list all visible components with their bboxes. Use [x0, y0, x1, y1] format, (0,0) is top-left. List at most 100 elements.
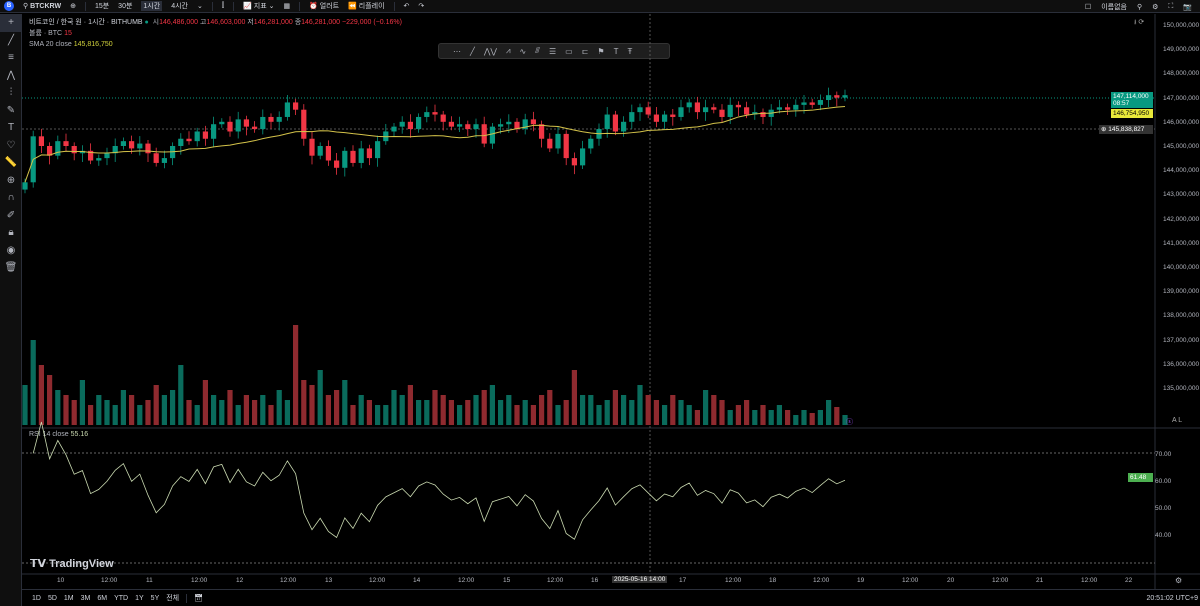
range-5y[interactable]: 5Y	[150, 594, 160, 602]
range-all[interactable]: 전체	[166, 595, 180, 602]
magnet-icon[interactable]: ∩	[7, 192, 15, 203]
volume-bar	[47, 375, 53, 425]
channel-icon[interactable]: ⫻	[535, 46, 540, 55]
ray-icon[interactable]: ╱	[470, 46, 475, 56]
search-icon[interactable]: ⚲	[1136, 3, 1143, 11]
candle	[112, 138, 118, 162]
volume-bar	[612, 390, 618, 425]
layout-icon[interactable]: ☐	[1084, 3, 1092, 11]
trash-icon[interactable]: 🗑︎	[4, 262, 18, 273]
time-tick: 12:00	[101, 577, 118, 584]
interval-15m[interactable]: 15분	[94, 3, 110, 10]
trendline-icon[interactable]: ╱	[7, 34, 15, 46]
candle	[744, 101, 750, 119]
volume-bar	[129, 395, 135, 425]
undo-icon[interactable]: ↶	[403, 3, 410, 10]
pattern-a-icon[interactable]: ⋀⋁	[483, 46, 497, 56]
candle	[506, 114, 512, 133]
interval-1h[interactable]: 1시간	[141, 1, 163, 11]
volume-bar	[580, 395, 586, 425]
range-ytd[interactable]: YTD	[114, 594, 129, 602]
range-1y[interactable]: 1Y	[135, 594, 144, 602]
clock[interactable]: 20:51:02 UTC+9	[1146, 594, 1198, 602]
volume-bar	[309, 385, 315, 425]
candle	[489, 123, 495, 149]
rect-icon[interactable]: ▭	[565, 46, 573, 56]
flag-icon[interactable]: ⚑	[597, 46, 605, 56]
candle	[776, 99, 782, 114]
volume-legend[interactable]: 볼륨 · BTC 15	[29, 30, 72, 37]
volume-bar	[71, 400, 77, 425]
text-tool-icon[interactable]: T	[613, 46, 619, 56]
volume-bar	[22, 385, 28, 425]
goto-date-icon[interactable]: 📅︎	[194, 595, 204, 602]
auto-scale-button[interactable]: A L	[1172, 417, 1183, 424]
alert-button[interactable]: ⏰ 얼러트	[309, 3, 340, 10]
interval-4h[interactable]: 4시간	[171, 3, 188, 10]
time-tick: 12:00	[191, 577, 208, 584]
candle	[399, 116, 405, 134]
candle	[530, 111, 536, 132]
heart-icon[interactable]: ♡	[6, 139, 16, 151]
templates-icon[interactable]: ▦	[283, 3, 291, 10]
ruler-icon[interactable]: 📏	[4, 157, 18, 168]
volume-bar	[547, 390, 553, 425]
settings-icon[interactable]: ⚙	[1175, 576, 1183, 585]
crosshair-time-tag: 2025-05-16 14:00	[612, 576, 668, 583]
range-6m[interactable]: 6M	[97, 594, 108, 602]
camera-icon[interactable]: 📷	[1183, 3, 1192, 11]
zoom-icon[interactable]: ⊕	[6, 174, 16, 186]
candle	[629, 104, 635, 129]
time-tick: 12:00	[813, 577, 830, 584]
candle-type-icon[interactable]: ⫿	[221, 2, 225, 9]
eye-icon[interactable]: ◉	[6, 244, 16, 256]
volume-bar	[604, 400, 610, 425]
compare-icon[interactable]: ⊕	[70, 3, 76, 10]
interval-30m[interactable]: 30분	[118, 3, 133, 10]
projection-icon[interactable]: ⫶	[9, 87, 13, 98]
fullscreen-icon[interactable]: ⛶	[1168, 2, 1174, 10]
floating-drawing-toolbar: ⋯ ╱ ⋀⋁ ⩘ ∿ ⫻ ☰ ▭ ⊏ ⚑ T Ŧ	[438, 43, 670, 59]
redo-icon[interactable]: ↷	[418, 3, 425, 10]
tradingview-logo: 𝗧𝗩 TradingView	[30, 558, 114, 570]
fib-tool-icon[interactable]: ☰	[548, 46, 557, 56]
range-1m[interactable]: 1M	[63, 594, 74, 602]
wave-icon[interactable]: ∿	[519, 46, 527, 56]
gear-icon[interactable]: ⚙	[1152, 3, 1159, 11]
volume-bar	[637, 385, 643, 425]
volume-bar	[211, 395, 217, 425]
scroll-down-icon[interactable]: ⭳ ⟳	[1134, 19, 1145, 26]
candle	[366, 144, 372, 166]
range-3m[interactable]: 3M	[80, 594, 91, 602]
symbol-search[interactable]: ⚲ BTCKRW	[23, 3, 62, 10]
note-icon[interactable]: Ŧ	[627, 46, 633, 56]
sma-legend[interactable]: SMA 20 close 145,816,750	[29, 41, 113, 48]
rsi-legend[interactable]: RSI 14 close 55.16	[29, 431, 89, 438]
text-icon[interactable]: T	[7, 122, 15, 133]
candle	[342, 147, 348, 177]
candle	[678, 99, 684, 121]
candle	[22, 178, 28, 194]
volume-bar	[120, 390, 126, 425]
crosshair-icon[interactable]: +	[0, 14, 22, 32]
lightning-icon[interactable]: ⓢ	[846, 419, 853, 426]
pattern-b-icon[interactable]: ⩘	[505, 46, 511, 55]
avatar[interactable]: B	[4, 1, 14, 11]
range-5d[interactable]: 5D	[47, 594, 57, 602]
brush-icon[interactable]: ✎	[6, 104, 16, 116]
line-tool-icon[interactable]: ⋯	[453, 46, 461, 56]
replay-button[interactable]: ⏪ 리플레이	[348, 3, 385, 10]
volume-bar	[284, 400, 290, 425]
range-icon[interactable]: ⊏	[581, 46, 589, 56]
chevron-down-icon[interactable]: ⌄	[196, 3, 203, 10]
fib-icon[interactable]: ≡	[8, 52, 14, 63]
volume-bar	[243, 395, 249, 425]
indicators-button[interactable]: 📈 지표 ⌄	[243, 3, 275, 10]
volume-bar	[252, 400, 258, 425]
candle	[79, 145, 85, 162]
range-1d[interactable]: 1D	[32, 594, 41, 602]
pattern-icon[interactable]: ⋀	[6, 69, 16, 81]
lock-icon[interactable]: 🔒︎	[8, 227, 14, 238]
layout-name[interactable]: 이름없음	[1101, 3, 1127, 11]
lock-drawing-icon[interactable]: ✐	[6, 209, 16, 221]
